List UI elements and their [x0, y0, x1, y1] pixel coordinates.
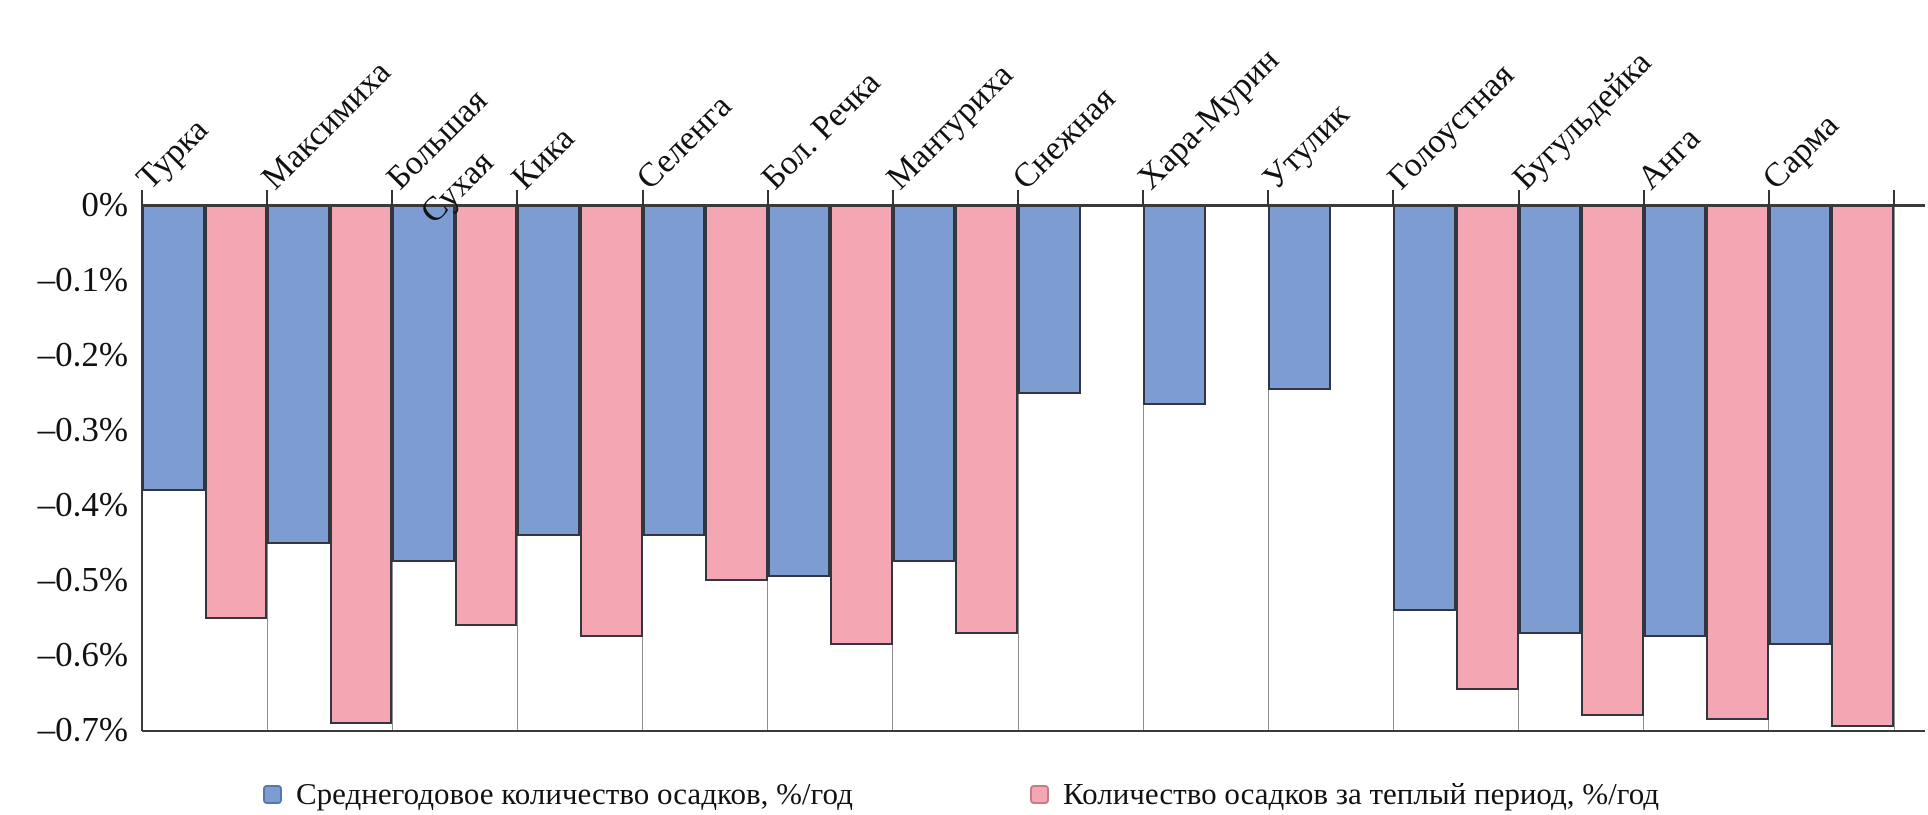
legend-item-warm: Количество осадков за теплый период, %/г…	[1030, 776, 1659, 812]
category-tick	[391, 190, 394, 206]
category-tick	[1392, 190, 1395, 206]
category-tick	[1017, 190, 1019, 206]
bar-warm-Мантуриха	[955, 206, 1018, 634]
category-label-Бол. Речка: Бол. Речка	[754, 63, 888, 197]
category-tick	[266, 190, 269, 206]
column-separator	[1142, 206, 1144, 731]
category-tick	[1267, 190, 1270, 206]
y-tick-label: –0.2%	[37, 335, 128, 375]
bar-warm-Большая Сухая	[454, 206, 518, 626]
column-separator	[1017, 206, 1019, 731]
bar-annual-Мантуриха	[892, 206, 956, 563]
bar-annual-Анга	[1643, 206, 1707, 638]
bar-annual-Кика	[517, 206, 580, 536]
bar-annual-Селенга	[642, 206, 706, 536]
bar-warm-Максимиха	[329, 206, 393, 724]
bar-annual-Турка	[142, 206, 205, 491]
bar-annual-Максимиха	[267, 206, 330, 544]
bar-annual-Хара-Мурин	[1143, 206, 1206, 405]
category-label-Голоустная: Голоустная	[1380, 56, 1522, 197]
category-tick	[1893, 190, 1895, 206]
bar-warm-Голоустная	[1456, 206, 1519, 690]
category-label-Анга: Анга	[1630, 119, 1708, 197]
y-tick-label: –0.1%	[37, 260, 128, 300]
y-tick-label: –0.3%	[37, 410, 128, 450]
bar-annual-Сарма	[1768, 206, 1832, 645]
bar-warm-Сарма	[1831, 206, 1894, 728]
y-tick-label: –0.4%	[37, 485, 128, 525]
category-tick	[641, 190, 644, 206]
legend-item-annual: Среднегодовое количество осадков, %/год	[263, 776, 853, 812]
category-label-Снежная: Снежная	[1005, 79, 1122, 197]
bar-annual-Снежная	[1018, 206, 1081, 394]
category-label-Максимиха: Максимиха	[254, 53, 398, 197]
bar-warm-Анга	[1706, 206, 1769, 720]
bar-annual-Утулик	[1268, 206, 1331, 390]
category-label-Утулик: Утулик	[1255, 95, 1357, 197]
bar-warm-Турка	[204, 206, 268, 619]
bar-annual-Бол. Речка	[767, 206, 831, 578]
category-tick	[1767, 190, 1770, 206]
bar-warm-Бол. Речка	[830, 206, 893, 645]
bar-warm-Селенга	[705, 206, 768, 581]
category-tick	[141, 190, 143, 206]
x-axis-zero-line	[142, 204, 1925, 207]
y-tick-label: 0%	[81, 185, 128, 225]
column-separator	[1893, 206, 1895, 731]
bar-warm-Бугульдейка	[1581, 206, 1644, 716]
bar-annual-Бугульдейка	[1518, 206, 1582, 634]
bar-annual-Большая Сухая	[392, 206, 455, 563]
category-tick	[1517, 190, 1520, 206]
legend-label-warm: Количество осадков за теплый период, %/г…	[1063, 776, 1660, 811]
category-label-Кика: Кика	[504, 119, 582, 197]
category-tick	[1142, 190, 1145, 206]
legend-swatch-warm	[1030, 784, 1049, 804]
y-tick-label: –0.7%	[37, 710, 128, 750]
category-tick	[516, 190, 519, 206]
category-label-Селенга: Селенга	[629, 87, 739, 197]
category-tick	[1642, 190, 1645, 206]
category-label-Турка: Турка	[129, 111, 215, 197]
legend-label-annual: Среднегодовое количество осадков, %/год	[296, 776, 853, 811]
y-tick-label: –0.5%	[37, 560, 128, 600]
bar-warm-Кика	[580, 206, 643, 638]
category-label-Сарма: Сарма	[1755, 106, 1847, 197]
category-label-Мантуриха: Мантуриха	[879, 56, 1021, 197]
column-separator	[1267, 206, 1269, 731]
bar-annual-Голоустная	[1393, 206, 1456, 611]
category-tick	[766, 190, 769, 206]
category-tick	[891, 190, 894, 206]
y-tick-label: –0.6%	[37, 635, 128, 675]
x-axis-bottom-line	[142, 730, 1925, 732]
legend-swatch-annual	[263, 784, 282, 804]
